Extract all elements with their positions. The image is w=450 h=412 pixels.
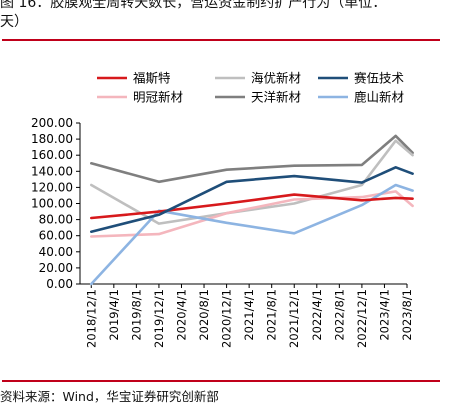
legend-label-6: 鹿山新材 [354, 90, 404, 105]
figure-title-continued: 天） [0, 14, 28, 30]
y-tick-label: 180.00 [31, 132, 73, 146]
x-tick-label: 2020/4/1 [174, 289, 188, 341]
x-tick-label: 2022/8/1 [332, 289, 346, 341]
source-note: 资料来源：Wind，华宝证券研究创新部 [0, 389, 219, 404]
y-tick-label: 100.00 [31, 197, 73, 211]
series-line-3 [90, 166, 414, 233]
bottom-divider [2, 380, 440, 382]
legend-label-5: 天洋新材 [251, 90, 301, 105]
y-tick-label: 140.00 [31, 164, 73, 178]
x-tick-label: 2023/8/1 [400, 289, 414, 341]
y-tick-label: 200.00 [31, 116, 73, 130]
x-tick-label: 2019/12/1 [152, 289, 166, 348]
series-line-5 [90, 134, 414, 184]
top-divider [2, 39, 440, 41]
x-tick-label: 2021/4/1 [242, 289, 256, 341]
figure-title: 图 16：胶膜观全周转天数长，营运资金制约扩产行为（单位： [0, 0, 387, 11]
x-tick-label: 2019/8/1 [129, 289, 143, 341]
x-tick-label: 2018/12/1 [84, 289, 98, 348]
line-chart: 0.00 20.00 40.00 60.00 80.00 100.00 120.00 140.… [31, 71, 414, 348]
legend-label-1: 福斯特 [133, 71, 171, 86]
y-tick-label: 0.00 [46, 277, 73, 291]
y-tick-label: 60.00 [39, 229, 73, 243]
y-tick-label: 20.00 [39, 261, 73, 275]
y-tick-label: 40.00 [39, 245, 73, 259]
x-tick-label: 2022/4/1 [310, 289, 324, 341]
y-tick-label: 160.00 [31, 148, 73, 162]
x-tick-label: 2020/12/1 [220, 289, 234, 348]
legend-label-4: 明冠新材 [133, 90, 183, 105]
series-line-1 [90, 193, 414, 220]
x-tick-label: 2020/8/1 [197, 289, 211, 341]
x-tick-label: 2021/12/1 [287, 289, 301, 348]
series-line-4 [90, 190, 414, 238]
x-tick-label: 2023/4/1 [377, 289, 391, 341]
legend-label-3: 赛伍技术 [354, 71, 405, 86]
legend-label-2: 海优新材 [251, 71, 301, 86]
x-tick-label: 2022/12/1 [355, 289, 369, 348]
y-tick-label: 120.00 [31, 180, 73, 194]
x-tick-label: 2019/4/1 [107, 289, 121, 341]
y-tick-label: 80.00 [39, 213, 73, 227]
figure-header: 图 16：胶膜观全周转天数长，营运资金制约扩产行为（单位： 天） [0, 0, 450, 32]
x-tick-label: 2021/8/1 [265, 289, 279, 341]
series-line-2 [90, 139, 414, 225]
